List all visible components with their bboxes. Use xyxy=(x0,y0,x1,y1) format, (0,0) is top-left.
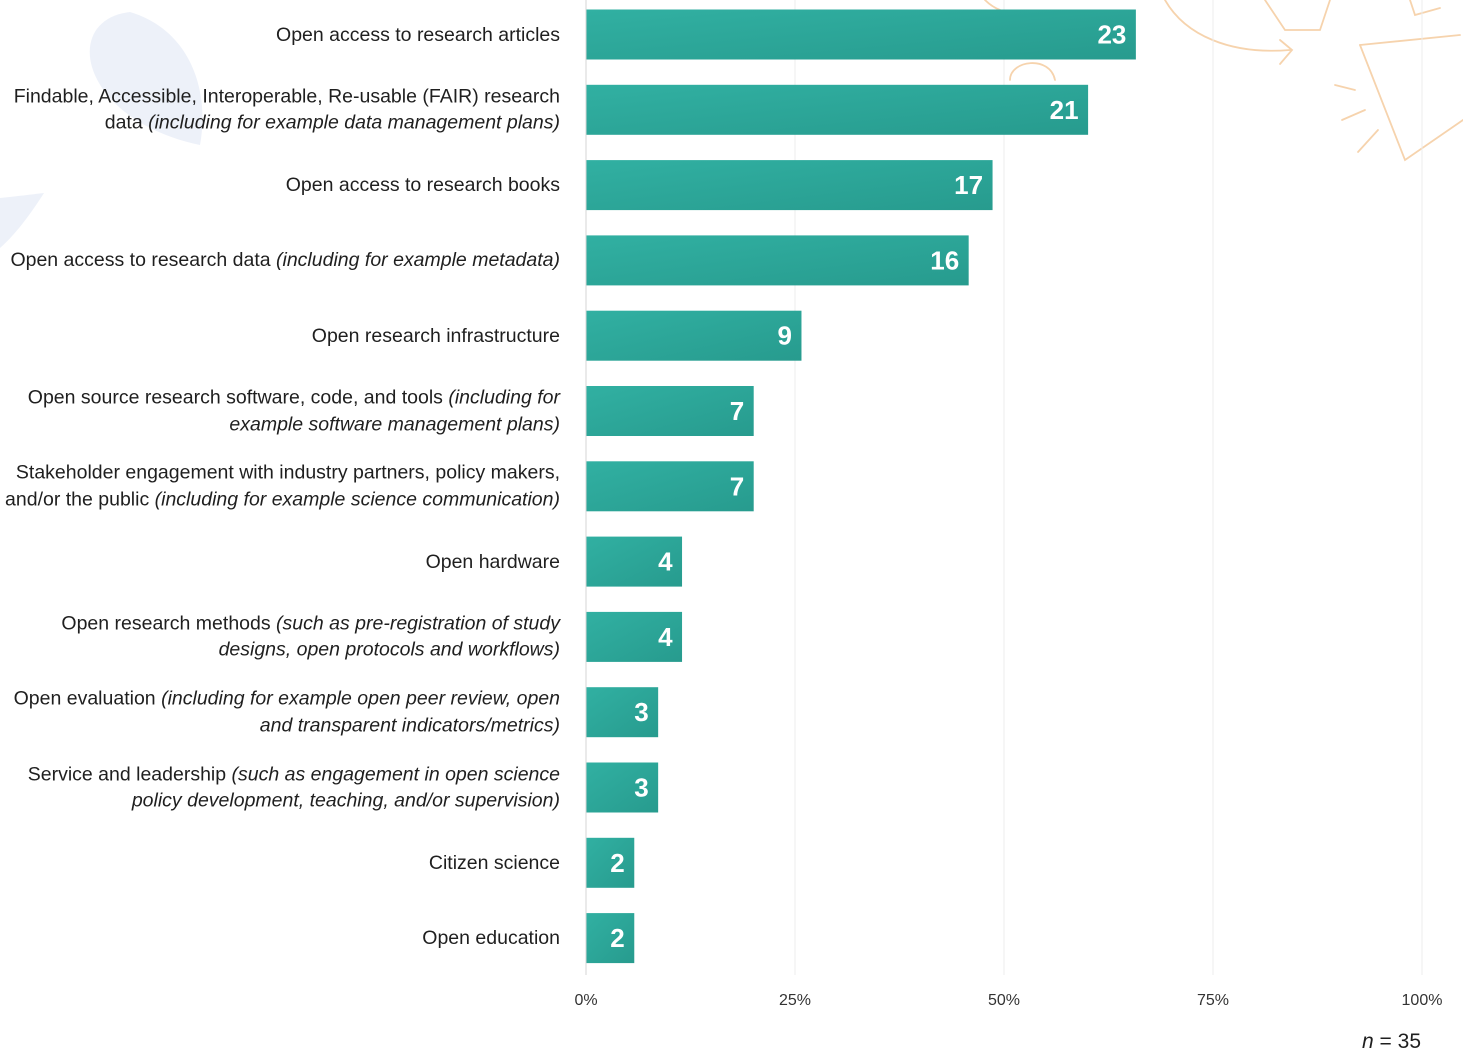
data-labels: 23 21 17 16 9 7 7 4 4 3 3 2 2 xyxy=(610,20,1126,954)
bar xyxy=(586,913,635,964)
sample-size-label: n = 35 xyxy=(1362,1030,1421,1054)
category-label: Open research infrastructure xyxy=(0,322,560,349)
category-text: Open access to research articles xyxy=(276,23,560,46)
category-text: Open education xyxy=(422,926,560,949)
x-tick-label: 75% xyxy=(1197,992,1229,1009)
category-text: Open access to research data xyxy=(10,249,277,272)
decor-blue-leaf xyxy=(89,12,203,145)
category-label: Open source research software, code, and… xyxy=(0,385,560,438)
category-label: Open access to research data (including … xyxy=(0,247,560,274)
bar-value-label: 17 xyxy=(954,170,983,200)
bar-value-label: 9 xyxy=(778,321,792,351)
bar xyxy=(586,9,1136,60)
bars xyxy=(586,9,1136,964)
bar-value-label: 3 xyxy=(634,773,648,803)
bar xyxy=(586,84,1089,135)
category-label: Service and leadership (such as engageme… xyxy=(0,761,560,814)
category-label: Stakeholder engagement with industry par… xyxy=(0,460,560,513)
category-label: Open access to research articles xyxy=(0,21,560,48)
category-text: Open research methods xyxy=(61,612,277,635)
bar-value-label: 23 xyxy=(1097,20,1126,50)
x-axis-tick-labels: 0% 25% 50% 75% 100% xyxy=(574,992,1442,1009)
bar xyxy=(586,461,754,512)
x-tick-label: 100% xyxy=(1402,992,1443,1009)
bar xyxy=(586,762,659,813)
bar-value-label: 4 xyxy=(658,622,673,652)
bar-value-label: 7 xyxy=(730,396,744,426)
background-decoration xyxy=(0,0,1463,248)
bar xyxy=(586,160,993,211)
bar-value-label: 3 xyxy=(634,697,648,727)
category-label: Open research methods (such as pre-regis… xyxy=(0,610,560,663)
bar-value-label: 2 xyxy=(610,923,624,953)
category-note: (including for example software manageme… xyxy=(229,386,560,436)
category-label: Citizen science xyxy=(0,850,560,877)
category-text: Stakeholder engagement with industry par… xyxy=(5,461,560,511)
bar xyxy=(586,837,635,888)
category-note: (such as engagement in open science poli… xyxy=(131,763,560,812)
category-text: Open research infrastructure xyxy=(311,324,560,347)
category-text: Citizen science xyxy=(428,851,560,874)
category-text: Open access to research books xyxy=(285,173,560,196)
category-text: Service and leadership xyxy=(27,763,232,785)
bar xyxy=(586,611,683,662)
category-note: (including for example metadata) xyxy=(276,249,560,272)
n-symbol: n xyxy=(1362,1030,1374,1053)
decor-blue-leaf-small xyxy=(0,193,44,248)
x-tick-label: 0% xyxy=(574,992,597,1009)
bar xyxy=(586,235,969,286)
category-label: Open evaluation (including for example o… xyxy=(0,686,560,739)
bar xyxy=(586,687,659,738)
bar-value-label: 2 xyxy=(610,848,624,878)
category-note: (such as pre-registration of study desig… xyxy=(218,612,560,661)
bar-value-label: 7 xyxy=(730,471,744,501)
category-label: Open education xyxy=(0,925,560,952)
category-label: Open hardware xyxy=(0,548,560,575)
category-text: Open evaluation xyxy=(13,687,162,710)
category-text: Findable, Accessible, Interoperable, Re-… xyxy=(13,85,560,134)
category-text: Open hardware xyxy=(425,550,560,573)
n-value: = 35 xyxy=(1373,1030,1421,1053)
x-tick-label: 25% xyxy=(779,992,811,1009)
category-note: (including for example science communica… xyxy=(154,488,560,511)
bar-value-label: 21 xyxy=(1050,95,1079,125)
category-label: Open access to research books xyxy=(0,172,560,199)
bar xyxy=(586,386,754,436)
x-tick-label: 50% xyxy=(988,992,1020,1009)
category-note: (including for example data management p… xyxy=(148,111,560,134)
category-text: Open source research software, code, and… xyxy=(27,386,449,409)
bar xyxy=(586,310,802,361)
category-label: Findable, Accessible, Interoperable, Re-… xyxy=(0,83,560,136)
category-note: (including for example open peer review,… xyxy=(161,687,560,737)
bar-value-label: 4 xyxy=(658,547,673,577)
bar xyxy=(586,536,683,587)
bar-value-label: 16 xyxy=(930,245,959,275)
